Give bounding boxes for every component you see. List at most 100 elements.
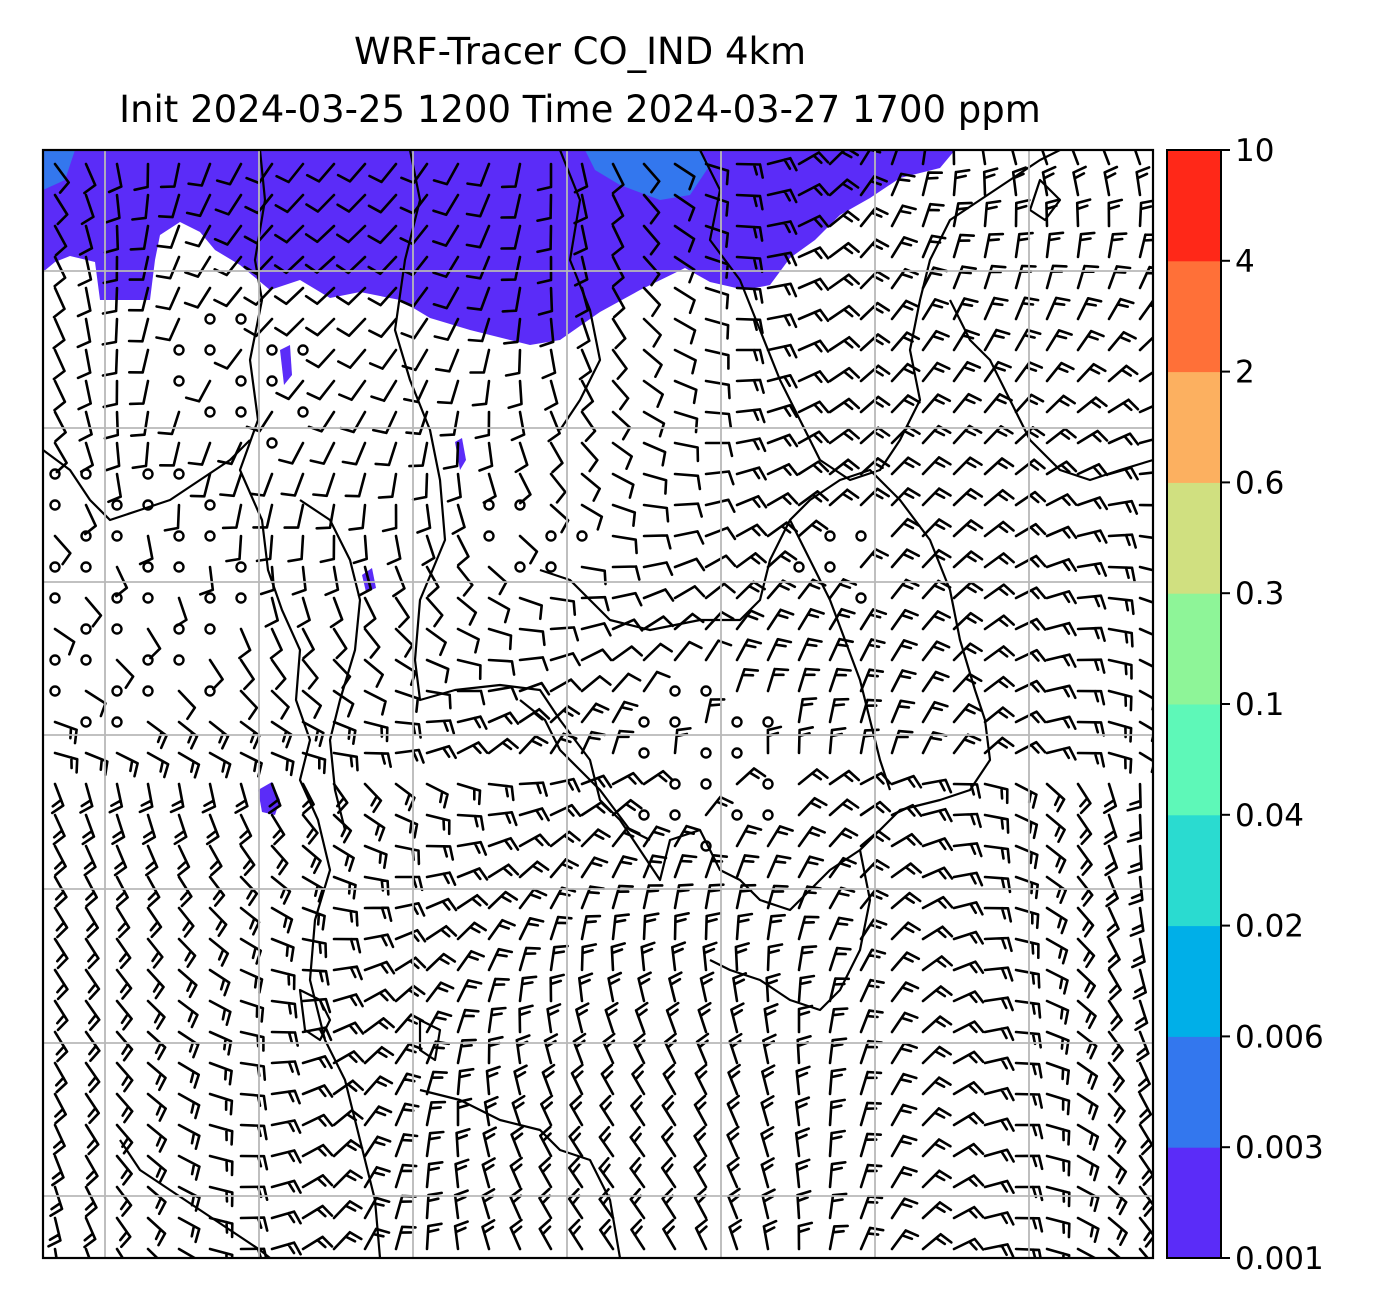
colorbar-swatch — [1167, 593, 1221, 705]
calm-wind-circle — [49, 499, 61, 511]
colorbar-swatch — [1167, 482, 1221, 594]
calm-wind-circle — [173, 623, 185, 635]
calm-wind-circle — [266, 437, 278, 449]
colorbar-tick-label: 0.04 — [1235, 798, 1304, 834]
colorbar-tick-label: 0.001 — [1235, 1241, 1324, 1277]
colorbar-tick-label: 0.003 — [1235, 1130, 1324, 1166]
calm-wind-circle — [762, 778, 774, 790]
calm-wind-circle — [204, 623, 216, 635]
colorbar-swatch — [1167, 1036, 1221, 1148]
colorbar-swatch — [1167, 925, 1221, 1037]
calm-wind-circle — [266, 344, 278, 356]
calm-wind-circle — [80, 561, 92, 573]
colorbar-tick-label: 0.3 — [1235, 576, 1284, 612]
calm-wind-circle — [483, 499, 495, 511]
calm-wind-circle — [204, 499, 216, 511]
tracer-plume-main — [43, 150, 955, 345]
calm-wind-circle — [204, 406, 216, 418]
calm-wind-circle — [49, 685, 61, 697]
calm-wind-circle — [111, 623, 123, 635]
calm-wind-circle — [266, 375, 278, 387]
map-frame — [41, 148, 1155, 1260]
tracer-patch-4 — [280, 345, 292, 385]
calm-wind-circle — [235, 313, 247, 325]
calm-wind-circle — [855, 592, 867, 604]
calm-wind-circle — [669, 716, 681, 728]
calm-wind-circle — [80, 530, 92, 542]
calm-wind-circle — [173, 530, 185, 542]
calm-wind-circle — [111, 530, 123, 542]
calm-wind-circle — [173, 344, 185, 356]
coastlines — [43, 150, 1153, 1258]
calm-wind-circle — [824, 530, 836, 542]
calm-wind-circle — [514, 499, 526, 511]
calm-wind-circle — [49, 468, 61, 480]
calm-wind-circle — [793, 561, 805, 573]
calm-wind-circle — [142, 685, 154, 697]
colorbar-swatch — [1167, 371, 1221, 483]
calm-wind-circle — [173, 375, 185, 387]
map-gridlines — [43, 150, 1153, 1258]
calm-wind-circle — [235, 375, 247, 387]
calm-wind-circle — [700, 685, 712, 697]
colorbar-tick-label: 0.02 — [1235, 909, 1304, 945]
calm-wind-circle — [700, 778, 712, 790]
colorbar-swatch — [1167, 704, 1221, 816]
calm-wind-circle — [545, 561, 557, 573]
calm-wind-circle — [235, 592, 247, 604]
colorbar-tick-label: 4 — [1235, 244, 1255, 280]
colorbar-tick-label: 2 — [1235, 355, 1255, 391]
calm-wind-circle — [204, 313, 216, 325]
calm-wind-circle — [204, 685, 216, 697]
calm-wind-circle — [514, 561, 526, 573]
tracer-plume-core — [585, 150, 710, 200]
wind-barbs — [47, 150, 1153, 1258]
calm-wind-circle — [80, 623, 92, 635]
calm-wind-circle — [669, 778, 681, 790]
calm-wind-circle — [297, 344, 309, 356]
calm-wind-circle — [142, 592, 154, 604]
calm-wind-circle — [80, 654, 92, 666]
calm-wind-circle — [111, 592, 123, 604]
calm-wind-circle — [111, 716, 123, 728]
calm-wind-circle — [49, 654, 61, 666]
calm-wind-circle — [669, 685, 681, 697]
calm-wind-circle — [111, 499, 123, 511]
calm-wind-circle — [669, 809, 681, 821]
calm-wind-circle — [824, 561, 836, 573]
colorbar-swatch — [1167, 260, 1221, 373]
calm-wind-circle — [638, 747, 650, 759]
map-area — [43, 150, 1153, 1258]
calm-wind-circle — [731, 716, 743, 728]
calm-wind-circle — [762, 716, 774, 728]
colorbar-swatch — [1167, 150, 1221, 262]
colorbar: 0.001 0.003 0.006 0.02 0.04 0.1 0.3 0.6 2 4 10 — [1166, 133, 1324, 1277]
calm-wind-circle — [111, 685, 123, 697]
calm-wind-circle — [173, 468, 185, 480]
map-title-line2: Init 2024-03-25 1200 Time 2024-03-27 170… — [119, 88, 1041, 131]
calm-wind-circle — [483, 530, 495, 542]
colorbar-tick-label: 0.006 — [1235, 1019, 1324, 1055]
calm-wind-circle — [297, 406, 309, 418]
calm-wind-circle — [173, 654, 185, 666]
calm-wind-circle — [700, 747, 712, 759]
calm-wind-circle — [731, 747, 743, 759]
calm-wind-circle — [49, 561, 61, 573]
calm-wind-circle — [142, 654, 154, 666]
calm-wind-circle — [731, 809, 743, 821]
calm-wind-circle — [80, 716, 92, 728]
calm-wind-circle — [142, 561, 154, 573]
calm-wind-circle — [235, 406, 247, 418]
colorbar-swatch — [1167, 1147, 1221, 1259]
calm-wind-circle — [855, 530, 867, 542]
map-title-line1: WRF-Tracer CO_IND 4km — [354, 30, 806, 73]
wind-barb-field — [47, 150, 1153, 1258]
calm-wind-circle — [545, 530, 557, 542]
calm-wind-circle — [235, 561, 247, 573]
calm-wind-circle — [142, 468, 154, 480]
calm-wind-circle — [762, 809, 774, 821]
calm-wind-circle — [638, 809, 650, 821]
colorbar-tick-label: 0.1 — [1235, 687, 1284, 723]
calm-wind-circle — [80, 468, 92, 480]
